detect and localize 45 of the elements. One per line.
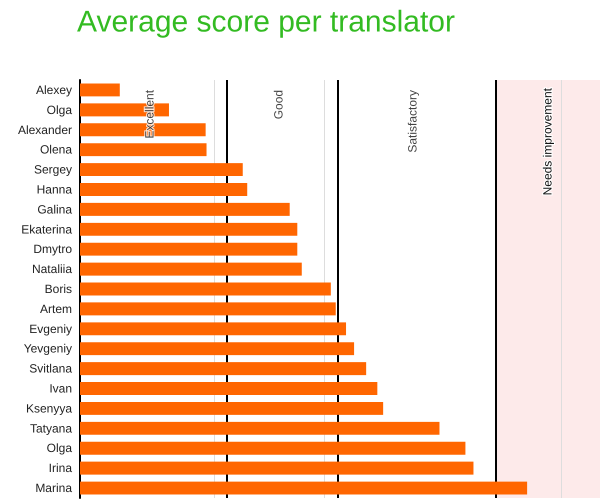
bar bbox=[80, 422, 440, 435]
y-tick-label: Ivan bbox=[49, 382, 72, 396]
chart-title: Average score per translator bbox=[77, 6, 455, 38]
y-tick-label: Boris bbox=[44, 282, 72, 296]
y-tick-label: Dmytro bbox=[33, 242, 72, 256]
bar bbox=[80, 322, 346, 336]
bar bbox=[80, 163, 243, 176]
y-tick-label: Svitlana bbox=[29, 362, 72, 376]
y-tick-label: Tatyana bbox=[30, 421, 72, 436]
band-label: Needs improvement bbox=[540, 87, 555, 196]
y-tick-label: Marina bbox=[35, 481, 72, 496]
y-tick-label: Sergey bbox=[34, 162, 72, 177]
annotation: Excellent bbox=[142, 89, 157, 139]
annotation: Good bbox=[272, 90, 286, 120]
y-tick-label: Alexey bbox=[36, 82, 72, 97]
y-tick-label: Ksenyya bbox=[26, 401, 72, 416]
y-tick-label: Nataliia bbox=[32, 262, 72, 276]
bar bbox=[80, 282, 331, 296]
bar bbox=[80, 242, 298, 256]
y-tick-label: Olena bbox=[40, 142, 72, 157]
bar bbox=[80, 183, 248, 196]
bar bbox=[80, 143, 207, 156]
y-tick-label: Evgeniy bbox=[29, 322, 72, 336]
annotation: Satisfactory bbox=[406, 90, 420, 153]
y-tick-label: Alexander bbox=[18, 122, 72, 137]
y-tick-label: Yevgeniy bbox=[24, 342, 72, 356]
bar bbox=[80, 202, 290, 216]
bar bbox=[80, 402, 384, 415]
bar bbox=[80, 222, 298, 236]
y-tick-label: Olga bbox=[46, 102, 72, 117]
bar bbox=[80, 442, 466, 455]
bar bbox=[80, 83, 120, 96]
bar bbox=[80, 462, 474, 475]
bar bbox=[80, 482, 528, 495]
y-tick-label: Ekaterina bbox=[21, 222, 72, 236]
y-tick-label: Irina bbox=[48, 461, 72, 476]
bar bbox=[80, 302, 336, 316]
y-tick-label: Olga bbox=[46, 441, 72, 456]
bar bbox=[80, 382, 378, 395]
bar bbox=[80, 342, 354, 356]
bar bbox=[80, 262, 302, 276]
bar bbox=[80, 362, 366, 376]
y-tick-label: Artem bbox=[40, 302, 72, 316]
y-tick-label: Hanna bbox=[36, 182, 72, 196]
y-tick-label: Galina bbox=[37, 202, 72, 216]
